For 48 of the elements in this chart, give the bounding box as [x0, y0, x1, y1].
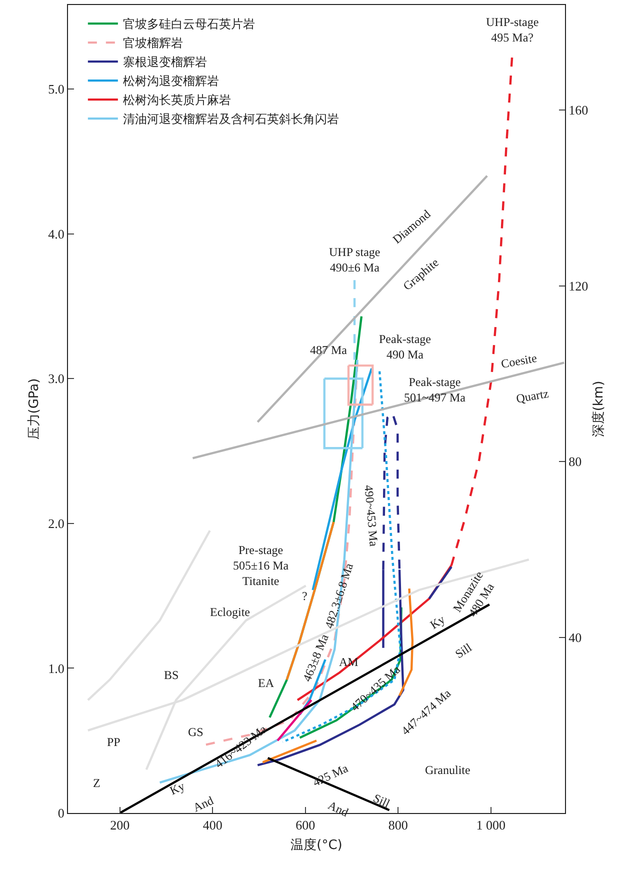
legend-label: 清油河退变榴辉岩及含柯石英斜长角闪岩	[122, 112, 339, 126]
annotation: 487 Ma	[310, 343, 348, 357]
annotation: Quartz	[515, 386, 550, 406]
annotation: GS	[188, 725, 204, 739]
annotation: Eclogite	[210, 605, 250, 619]
annotation: ?	[302, 589, 308, 603]
annotation: Peak-stage 501~497 Ma	[404, 375, 466, 405]
annotation: Pre-stage 505±16 Ma Titanite	[233, 543, 290, 588]
x-tick-label: 800	[388, 818, 408, 833]
x-tick-label: 600	[296, 818, 316, 833]
y-tick-label: 4.0	[48, 226, 64, 242]
annotation: Ky	[427, 612, 448, 632]
annotation: BS	[164, 668, 179, 682]
annotation: Ky	[168, 778, 187, 798]
y2-tick-label: 120	[568, 278, 588, 294]
legend-label: 官坡榴辉岩	[122, 36, 183, 50]
annotation: Coesite	[500, 350, 538, 371]
x-axis-title: 温度(°C)	[290, 837, 342, 854]
annotation: And	[190, 793, 216, 815]
annotation: EA	[258, 676, 274, 690]
legend-label: 松树沟退变榴辉岩	[122, 74, 219, 88]
y2-tick-label: 80	[568, 454, 582, 470]
x-tick-label: 1 000	[476, 818, 506, 833]
annotation: Z	[93, 776, 100, 790]
annotation: PP	[107, 735, 121, 749]
y-tick-label: 5.0	[48, 82, 64, 97]
legend-label: 寨根退变榴辉岩	[122, 55, 207, 70]
y-tick-label: 0	[58, 806, 64, 821]
y-tick-label: 1.0	[48, 660, 64, 676]
legend-label: 官坡多硅白云母石英片岩	[122, 17, 255, 32]
y2-tick-label: 40	[568, 630, 582, 645]
annotation: Sill	[452, 640, 475, 662]
annotation: Sill	[371, 790, 393, 811]
y-tick-label: 2.0	[48, 516, 64, 531]
y-axis-title: 压力(GPa)	[27, 378, 42, 440]
annotation: 490~453 Ma	[362, 484, 382, 548]
y2-tick-label: 160	[568, 102, 588, 118]
y2-axis-title: 深度(km)	[590, 380, 607, 438]
x-tick-label: 400	[202, 818, 222, 833]
x-tick-label: 200	[110, 818, 130, 833]
annotation: 463±8 Ma	[300, 632, 332, 684]
annotation: Peak-stage 490 Ma	[379, 332, 431, 362]
annotation: 425 Ma	[310, 760, 351, 790]
annotation: Granulite	[425, 763, 470, 777]
annotation: UHP-stage 495 Ma?	[486, 15, 539, 45]
y-tick-label: 3.0	[48, 371, 64, 386]
legend-label: 松树沟长英质片麻岩	[122, 93, 231, 108]
annotation: UHP stage 490±6 Ma	[329, 245, 380, 275]
